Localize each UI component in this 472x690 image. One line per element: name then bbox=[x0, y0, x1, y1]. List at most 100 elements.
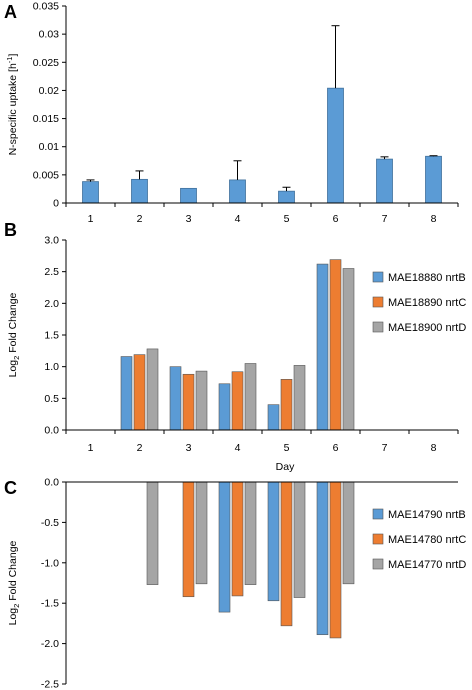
panel-b-x-axis-title: Day bbox=[276, 461, 295, 473]
bar-day-5 bbox=[278, 190, 295, 204]
bar-day-8 bbox=[425, 155, 442, 204]
bar-mae18890-nrtc-day-4 bbox=[231, 371, 244, 431]
panel-label-b: B bbox=[4, 220, 17, 240]
y-tick-label: 0 bbox=[53, 198, 59, 210]
panel-a: A N-specific uptake [h-1] 0 0.005 0.01 0.01… bbox=[4, 1, 459, 225]
x-tick-label: 7 bbox=[382, 442, 388, 454]
x-tick-label: 1 bbox=[88, 442, 94, 454]
bar-mae18890-nrtc-day-3 bbox=[182, 373, 195, 431]
legend-swatch-1 bbox=[372, 271, 384, 283]
legend-swatch-3 bbox=[372, 321, 384, 333]
y-axis-title-part: Fold Change bbox=[7, 292, 19, 355]
bar-day-7 bbox=[376, 158, 393, 204]
bar-mae14780-nrtc-day-6 bbox=[329, 481, 342, 639]
x-tick-label: 7 bbox=[382, 213, 388, 225]
y-tick-label: 3.0 bbox=[44, 235, 59, 247]
y-tick-label: 0.0 bbox=[44, 477, 59, 489]
y-tick-label: 2.0 bbox=[44, 298, 59, 310]
y-axis-title-text: Log2 Fold Change bbox=[7, 540, 21, 625]
x-tick-label: 6 bbox=[333, 213, 339, 225]
y-tick-label: 1.0 bbox=[44, 361, 59, 373]
legend-label-1: MAE14790 nrtB bbox=[388, 509, 466, 521]
y-tick-label: 0.005 bbox=[33, 169, 59, 181]
panel-c-legend: MAE14790 nrtB MAE14780 nrtC MAE14770 nrtD bbox=[372, 508, 466, 571]
bar-mae14790-nrtb-day-4 bbox=[218, 481, 231, 613]
panel-c-axes: 0.0 -0.5 -1.0 -1.5 -2.0 -2.5 bbox=[41, 477, 458, 690]
bar-day-2 bbox=[131, 178, 148, 204]
bar-mae18900-nrtd-day-3 bbox=[195, 370, 208, 431]
bar-mae18900-nrtd-day-2 bbox=[146, 348, 159, 431]
legend-swatch-2 bbox=[372, 533, 384, 545]
bar-mae14780-nrtc-day-3 bbox=[182, 481, 195, 598]
panel-label-a: A bbox=[4, 2, 17, 22]
legend-label-1: MAE18880 nrtB bbox=[388, 272, 466, 284]
bar-mae14770-nrtd-day-3 bbox=[195, 481, 208, 585]
y-tick-label: 0.03 bbox=[39, 29, 60, 41]
x-tick-label: 8 bbox=[431, 442, 437, 454]
x-tick-label: 4 bbox=[235, 213, 241, 225]
panel-b-axes: 0.0 0.5 1.0 1.5 2.0 2.5 3.0 1 2 3 4 5 6 7 8 bbox=[44, 235, 459, 454]
panel-b-legend: MAE18880 nrtB MAE18890 nrtC MAE18900 nrtD bbox=[372, 271, 466, 334]
bar-day-6 bbox=[327, 87, 344, 204]
bar-mae18880-nrtb-day-2 bbox=[120, 356, 133, 431]
legend-label-3: MAE14770 nrtD bbox=[388, 559, 466, 571]
bar-mae18900-nrtd-day-6 bbox=[342, 268, 355, 431]
y-tick-label: 0.015 bbox=[33, 113, 59, 125]
x-tick-label: 2 bbox=[137, 213, 143, 225]
y-axis-title-script: 2 bbox=[12, 356, 21, 360]
bar-mae18880-nrtb-day-3 bbox=[169, 366, 182, 431]
y-axis-title-part: Fold Change bbox=[7, 540, 19, 603]
y-axis-title-part: ] bbox=[7, 54, 19, 57]
panel-c-y-axis-title: Log2 Fold Change bbox=[7, 540, 21, 625]
panel-c: C Log2 Fold Change 0.0 -0.5 -1.0 -1.5 -2.0 -2… bbox=[4, 477, 466, 690]
bar-mae14770-nrtd-day-5 bbox=[293, 481, 306, 598]
panel-a-y-axis-title: N-specific uptake [h-1] bbox=[5, 54, 19, 156]
bar-day-4 bbox=[229, 179, 246, 204]
x-tick-label: 1 bbox=[88, 213, 94, 225]
bar-mae14780-nrtc-day-5 bbox=[280, 481, 293, 627]
panel-b-bars bbox=[120, 259, 355, 431]
legend-label-3: MAE18900 nrtD bbox=[388, 322, 466, 334]
y-axis-title-part: Log bbox=[7, 608, 19, 626]
x-tick-label: 3 bbox=[186, 442, 192, 454]
bar-mae18880-nrtb-day-4 bbox=[218, 383, 231, 431]
y-tick-label: 1.5 bbox=[44, 330, 59, 342]
bar-mae14770-nrtd-day-4 bbox=[244, 481, 257, 585]
x-tick-label: 4 bbox=[235, 442, 241, 454]
x-tick-label: 5 bbox=[284, 442, 290, 454]
legend-swatch-2 bbox=[372, 296, 384, 308]
y-tick-label: 0.0 bbox=[44, 425, 59, 437]
y-tick-label: 0.025 bbox=[33, 57, 59, 69]
y-tick-label: 0.02 bbox=[39, 85, 60, 97]
panel-b: B Log2 Fold Change 0.00.51.01.52.02.53.0… bbox=[4, 220, 466, 473]
bar-mae18900-nrtd-day-5 bbox=[293, 365, 306, 431]
y-axis-title-script: -1 bbox=[5, 57, 14, 64]
panel-a-bars bbox=[82, 25, 442, 204]
bar-mae14780-nrtc-day-4 bbox=[231, 481, 244, 597]
y-tick-label: 2.5 bbox=[44, 266, 59, 278]
legend-label-2: MAE14780 nrtC bbox=[388, 534, 466, 546]
bar-mae18900-nrtd-day-4 bbox=[244, 363, 257, 431]
y-tick-label: 0.5 bbox=[44, 393, 59, 405]
legend-swatch-1 bbox=[372, 508, 384, 520]
bar-mae18880-nrtb-day-6 bbox=[316, 263, 329, 431]
y-axis-title-text: Log2 Fold Change bbox=[7, 292, 21, 377]
y-tick-label: 0.01 bbox=[39, 141, 60, 153]
y-tick-label: -0.5 bbox=[41, 517, 59, 529]
y-tick-label: 0.035 bbox=[33, 1, 59, 13]
bar-mae14790-nrtb-day-5 bbox=[267, 481, 280, 602]
bar-mae14770-nrtd-day-6 bbox=[342, 481, 355, 585]
x-tick-label: 6 bbox=[333, 442, 339, 454]
legend-label-2: MAE18890 nrtC bbox=[388, 297, 466, 309]
x-tick-label: 2 bbox=[137, 442, 143, 454]
bar-mae18890-nrtc-day-2 bbox=[133, 354, 146, 431]
legend-swatch-3 bbox=[372, 558, 384, 570]
y-axis-title-text: N-specific uptake [h-1] bbox=[5, 54, 19, 156]
y-axis-title-script: 2 bbox=[12, 604, 21, 608]
x-tick-label: 8 bbox=[431, 213, 437, 225]
bar-mae18890-nrtc-day-5 bbox=[280, 379, 293, 431]
y-axis-title-part: Log bbox=[7, 360, 19, 378]
y-tick-label: -1.5 bbox=[41, 598, 59, 610]
panel-b-y-axis-title: Log2 Fold Change bbox=[7, 292, 21, 377]
